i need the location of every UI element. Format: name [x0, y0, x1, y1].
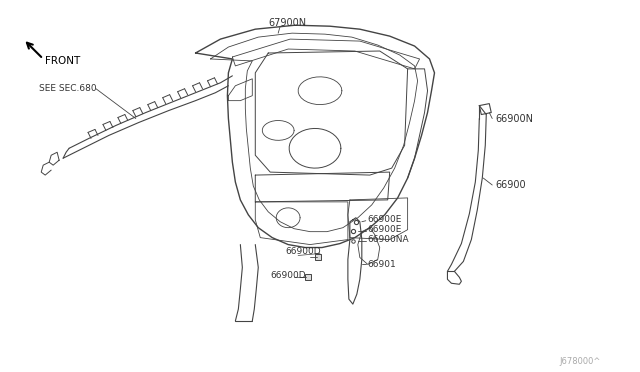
- Text: 66900D: 66900D: [270, 271, 306, 280]
- Text: SEE SEC.680: SEE SEC.680: [39, 84, 97, 93]
- Text: 67900N: 67900N: [268, 18, 307, 28]
- Text: FRONT: FRONT: [45, 56, 81, 66]
- Text: 66901: 66901: [368, 260, 397, 269]
- Text: 66900E: 66900E: [368, 225, 402, 234]
- Text: 66900N: 66900N: [495, 113, 533, 124]
- Text: 66900: 66900: [495, 180, 526, 190]
- Text: 66900E: 66900E: [368, 215, 402, 224]
- Text: 66900D: 66900D: [285, 247, 321, 256]
- Text: 66900NA: 66900NA: [368, 235, 410, 244]
- Text: J678000^: J678000^: [559, 357, 600, 366]
